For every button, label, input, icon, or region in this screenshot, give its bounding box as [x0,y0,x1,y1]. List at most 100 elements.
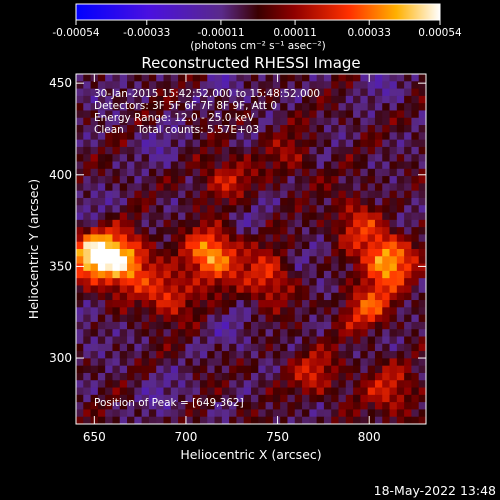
heatmap-cell [83,95,91,104]
heatmap-cell [265,358,274,367]
heatmap-cell [105,234,113,243]
heatmap-cell [287,307,296,316]
heatmap-cell [229,161,237,170]
heatmap-cell [90,168,99,177]
heatmap-cell [214,197,223,206]
heatmap-cell [389,227,398,235]
heatmap-cell [367,81,376,89]
heatmap-cell [148,110,157,119]
heatmap-cell [389,154,398,162]
heatmap-cell [134,380,143,388]
heatmap-cell [272,314,281,323]
heatmap-cell [338,103,347,111]
heatmap-cell [316,336,325,345]
heatmap-cell [221,241,230,250]
heatmap-cell [221,387,230,396]
heatmap-cell [178,205,186,213]
heatmap-cell [105,416,113,424]
heatmap-cell [127,197,135,206]
heatmap-cell [302,161,310,170]
heatmap-cell [389,212,398,221]
heatmap-cell [214,74,223,82]
heatmap-cell [97,110,106,119]
heatmap-cell [331,74,339,82]
heatmap-cell [272,402,281,410]
heatmap-cell [214,249,223,257]
heatmap-cell [127,161,135,170]
heatmap-cell [272,234,281,243]
heatmap-cell [272,292,281,301]
heatmap-cell [302,190,310,199]
heatmap-cell [185,270,194,279]
heatmap-cell [251,409,259,418]
heatmap-cell [331,197,339,206]
heatmap-cell [97,343,106,352]
heatmap-cell [272,249,281,257]
heatmap-cell [404,183,412,192]
heatmap-cell [251,270,259,279]
heatmap-cell [134,117,143,126]
heatmap-cell [192,307,201,316]
heatmap-cell [353,125,361,133]
heatmap-cell [199,256,208,264]
heatmap-cell [170,132,179,141]
heatmap-cell [251,190,259,199]
heatmap-cell [280,336,288,345]
heatmap-cell [411,321,420,330]
heatmap-cell [258,234,266,243]
heatmap-cell [112,365,121,374]
heatmap-cell [105,300,113,308]
heatmap-cell [229,139,237,148]
heatmap-cell [207,110,215,119]
heatmap-cell [404,88,412,97]
heatmap-cell [382,249,390,257]
heatmap-cell [309,416,318,424]
heatmap-cell [404,263,412,272]
heatmap-cell [199,270,208,279]
heatmap-cell [148,212,157,221]
heatmap-cell [148,270,157,279]
heatmap-cell [302,125,310,133]
x-tick-label: 800 [358,430,381,444]
heatmap-cell [192,358,201,367]
heatmap-cell [229,358,237,367]
heatmap-cell [404,394,412,403]
heatmap-cell [389,74,398,82]
heatmap-cell [127,372,135,381]
heatmap-cell [411,300,420,308]
heatmap-cell [411,351,420,359]
heatmap-cell [382,351,390,359]
heatmap-cell [374,212,383,221]
heatmap-cell [76,351,84,359]
heatmap-cell [221,227,230,235]
heatmap-cell [97,88,106,97]
heatmap-cell [243,110,252,119]
heatmap-cell [374,176,383,184]
heatmap-cell [294,372,303,381]
heatmap-cell [156,212,164,221]
heatmap-cell [221,300,230,308]
heatmap-cell [302,81,310,89]
heatmap-cell [127,270,135,279]
heatmap-cell [316,74,325,82]
heatmap-cell [170,103,179,111]
heatmap-cell [199,88,208,97]
heatmap-cell [192,205,201,213]
heatmap-cell [382,117,390,126]
heatmap-cell [382,307,390,316]
heatmap-cell [236,234,245,243]
heatmap-cell [243,351,252,359]
heatmap-cell [170,321,179,330]
heatmap-cell [294,263,303,272]
heatmap-cell [389,146,398,155]
heatmap-cell [353,168,361,177]
heatmap-cell [156,234,164,243]
heatmap-cell [411,95,420,104]
heatmap-cell [411,212,420,221]
heatmap-cell [112,249,121,257]
heatmap-cell [163,387,172,396]
heatmap-cell [236,212,245,221]
heatmap-cell [76,314,84,323]
heatmap-cell [294,416,303,424]
heatmap-cell [323,300,332,308]
